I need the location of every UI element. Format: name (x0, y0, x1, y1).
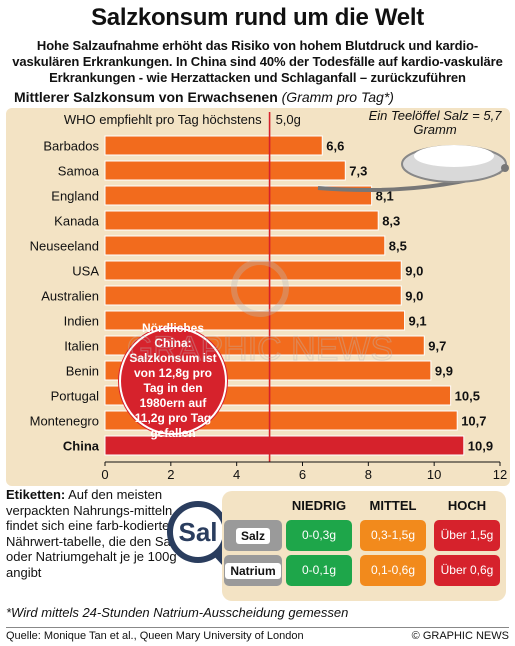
cell-sodium-low: 0-0,1g (286, 555, 352, 586)
bar-australien (104, 285, 402, 306)
x-tick-label-2: 2 (167, 467, 174, 482)
value-label-samoa: 7,3 (349, 164, 367, 179)
bar-china (104, 435, 465, 456)
x-tick-label-8: 8 (365, 467, 372, 482)
x-tick-label-4: 4 (233, 467, 240, 482)
x-tick-label-12: 12 (493, 467, 507, 482)
cell-salt-high: Über 1,5g (434, 520, 500, 551)
bar-indien (104, 310, 406, 331)
category-label-italien: Italien (64, 339, 99, 354)
x-tick-label-6: 6 (299, 467, 306, 482)
value-label-indien: 9,1 (409, 314, 427, 329)
value-label-montenegro: 10,7 (461, 414, 486, 429)
value-label-neuseeland: 8,5 (389, 239, 407, 254)
credit-text: © GRAPHIC NEWS (411, 630, 509, 642)
cell-salt-low: 0-0,3g (286, 520, 352, 551)
category-label-kanada: Kanada (54, 214, 100, 229)
bar-samoa (104, 160, 346, 181)
section-heading-text: Mittlerer Salzkonsum von Erwachsenen (14, 89, 278, 105)
magnifier-text: Sal (178, 517, 217, 547)
row-label-salt: Salz (224, 520, 282, 551)
bar-usa (104, 260, 402, 281)
page-title: Salzkonsum rund um die Welt (91, 4, 424, 31)
section-unit: (Gramm pro Tag*) (281, 89, 394, 105)
labels-explainer: Etiketten: Auf den meisten verpackten Na… (6, 487, 196, 580)
bar-england (104, 185, 373, 206)
spoon-note: Ein Teelöffel Salz = 5,7 Gramm (368, 108, 502, 137)
category-label-barbados: Barbados (43, 139, 99, 154)
category-label-benin: Benin (66, 364, 99, 379)
cell-sodium-high: Über 0,6g (434, 555, 500, 586)
spoon-icon (317, 145, 509, 192)
category-label-neuseeland: Neuseeland (30, 239, 99, 254)
who-label: WHO empfiehlt pro Tag höchstens (64, 112, 262, 127)
category-label-samoa: Samoa (58, 164, 100, 179)
source-text: Quelle: Monique Tan et al., Queen Mary U… (6, 630, 304, 642)
category-label-indien: Indien (64, 314, 99, 329)
value-label-usa: 9,0 (405, 264, 423, 279)
china-callout-bubble: Nördliches China: Salzkonsum ist von 12,… (119, 321, 227, 440)
row-label-sodium: Natrium (224, 555, 282, 586)
category-label-portugal: Portugal (51, 389, 100, 404)
value-label-australien: 9,0 (405, 289, 423, 304)
category-label-australien: Australien (41, 289, 99, 304)
bar-barbados (104, 135, 323, 156)
bar-neuseeland (104, 235, 386, 256)
value-label-china: 10,9 (468, 439, 493, 454)
header-high: HOCH (447, 498, 487, 513)
section-heading: Mittlerer Salzkonsum von Erwachsenen (Gr… (14, 89, 394, 105)
value-label-kanada: 8,3 (382, 214, 400, 229)
bar-kanada (104, 210, 379, 231)
value-label-portugal: 10,5 (455, 389, 480, 404)
cell-salt-medium: 0,3-1,5g (360, 520, 426, 551)
value-label-italien: 9,7 (428, 339, 446, 354)
who-value-label: 5,0g (276, 112, 301, 127)
page-subtitle: Hohe Salzaufnahme erhöht das Risiko von … (12, 38, 503, 85)
value-label-barbados: 6,6 (326, 139, 344, 154)
footnote: *Wird mittels 24-Stunden Natrium-Aussche… (6, 605, 349, 620)
value-label-benin: 9,9 (435, 364, 453, 379)
value-label-england: 8,1 (376, 189, 394, 204)
category-label-usa: USA (72, 264, 99, 279)
header-medium: MITTEL (369, 498, 417, 513)
labels-lead: Etiketten: (6, 487, 66, 502)
header-low: NIEDRIG (291, 498, 347, 513)
x-tick-label-10: 10 (427, 467, 441, 482)
x-tick-label-0: 0 (101, 467, 108, 482)
category-label-china: China (63, 439, 100, 454)
labels-text: Auf den meisten verpackten Nahrungs-mitt… (6, 487, 185, 580)
footer: Quelle: Monique Tan et al., Queen Mary U… (6, 627, 509, 642)
category-label-england: England (51, 189, 99, 204)
cell-sodium-medium: 0,1-0,6g (360, 555, 426, 586)
category-label-montenegro: Montenegro (30, 414, 99, 429)
